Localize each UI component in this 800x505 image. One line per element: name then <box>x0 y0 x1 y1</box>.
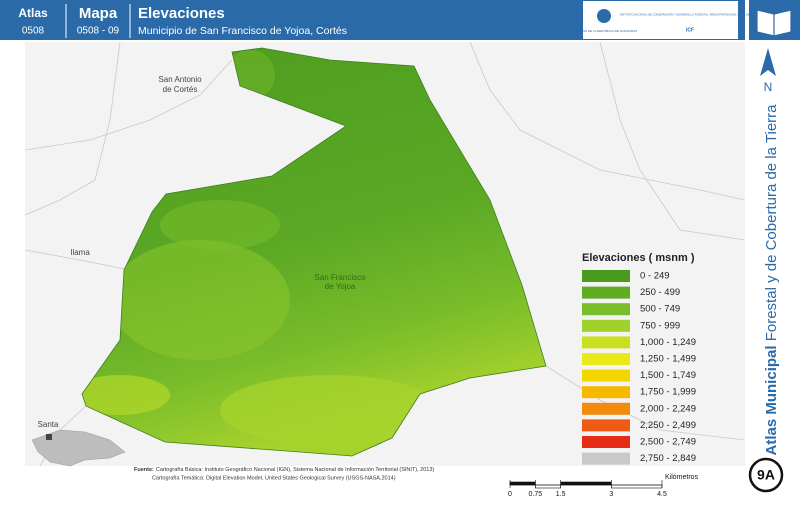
scale-unit: Kilómetros <box>665 474 699 481</box>
logo-text: GOBIERNO DE LA REPÚBLICA DE HONDURAS <box>571 28 637 33</box>
place-label: de Cortés <box>163 85 198 94</box>
terrain-highland <box>220 375 440 445</box>
place-label: Ilama <box>70 248 90 257</box>
road <box>24 249 131 271</box>
legend: 0 - 249 250 - 499 500 - 749 750 - 999 1,000 … <box>582 270 696 465</box>
badge <box>748 457 784 493</box>
legend-label: 250 - 499 <box>640 287 680 298</box>
legend-swatch <box>582 419 630 432</box>
legend-label: 750 - 999 <box>640 320 680 331</box>
legend-label: 1,000 - 1,249 <box>640 337 696 348</box>
scale-segment <box>509 481 536 486</box>
badge-label: 9A <box>757 467 775 483</box>
north-label: N <box>764 80 773 94</box>
inset-location <box>46 434 52 440</box>
road <box>469 41 746 201</box>
legend-swatch <box>582 353 630 365</box>
inset-map <box>31 429 126 467</box>
legend-label: 500 - 749 <box>640 304 680 315</box>
scale-tick-label: 3 <box>609 491 613 498</box>
legend-swatch <box>582 286 630 299</box>
legend-label: 2,250 - 2,499 <box>640 420 696 431</box>
municipality-boundary <box>81 47 547 457</box>
legend-label: 0 - 249 <box>640 271 670 282</box>
legend-label: 1,500 - 1,749 <box>640 370 696 381</box>
map-subtitle: Municipio de San Francisco de Yojoa, Cor… <box>138 25 347 37</box>
legend-swatch <box>582 386 630 399</box>
legend-label: 2,000 - 2,249 <box>640 403 696 414</box>
north-arrow <box>760 48 776 76</box>
scale-tick-label: 0 <box>508 491 512 498</box>
atlas-label: Atlas <box>18 6 48 20</box>
sources-label: Fuente: <box>134 467 154 473</box>
logo-emblem <box>597 9 611 23</box>
legend-label: 1,250 - 1,499 <box>640 354 696 365</box>
side-title-bold: Atlas Municipal <box>763 345 780 455</box>
place-label: de Yojoa <box>325 282 356 291</box>
sources: Fuente: Cartografía Básica: Instituto Geo… <box>134 467 434 473</box>
sources-line: Cartografía Básica: Instituto Geográfico… <box>156 467 435 473</box>
scale-tick-label: 0.75 <box>529 491 543 498</box>
legend-swatch <box>582 369 630 382</box>
scale-bar: 0 0.75 1.5 3 4.5 Kilómetros <box>508 474 699 498</box>
road <box>545 365 746 441</box>
legend-label: 1,750 - 1,999 <box>640 387 696 398</box>
mapa-code: 0508 - 09 <box>77 26 120 37</box>
legend-swatch <box>582 336 630 349</box>
roads <box>24 41 746 467</box>
road <box>24 41 121 216</box>
sources-line: Cartografía Temática: Digital Elevation … <box>152 475 396 481</box>
scale-segment <box>535 484 561 489</box>
legend-label: 2,750 - 2,849 <box>640 453 696 464</box>
legend-swatch <box>582 303 630 316</box>
logo-text: INSTITUTO NACIONAL DE CONSERVACIÓN Y DES… <box>620 12 760 17</box>
scale-segment <box>611 484 663 489</box>
logo-text: ICF <box>686 27 694 33</box>
legend-swatch <box>582 319 630 332</box>
atlas-code: 0508 <box>22 26 45 37</box>
side-title-rest: Forestal y de Cobertura de la Tierra <box>763 104 780 346</box>
terrain-highland <box>160 200 280 250</box>
scale-tick-label: 4.5 <box>657 491 667 498</box>
legend-swatch <box>582 436 630 448</box>
legend-swatch <box>582 402 630 415</box>
place-label: Santa <box>38 420 59 429</box>
place-label: San Antonio <box>158 75 202 84</box>
road <box>24 59 233 151</box>
legend-swatch <box>582 452 630 465</box>
terrain-highland <box>110 240 290 360</box>
map-title: Elevaciones <box>138 5 225 22</box>
road <box>599 41 746 241</box>
scale-tick-label: 1.5 <box>556 491 566 498</box>
terrain-highland <box>82 375 170 415</box>
book-icon <box>756 9 792 37</box>
side-title: Atlas Municipal Forestal y de Cobertura … <box>763 104 780 456</box>
scale-segment <box>560 481 612 486</box>
place-label: San Francisco <box>314 273 366 282</box>
legend-title: Elevaciones ( msnm ) <box>582 252 695 264</box>
place-labels: San Antonio de Cortés Ilama San Francisc… <box>38 75 367 429</box>
legend-label: 2,500 - 2,749 <box>640 437 696 448</box>
legend-swatch <box>582 270 630 282</box>
mapa-label: Mapa <box>79 5 118 22</box>
